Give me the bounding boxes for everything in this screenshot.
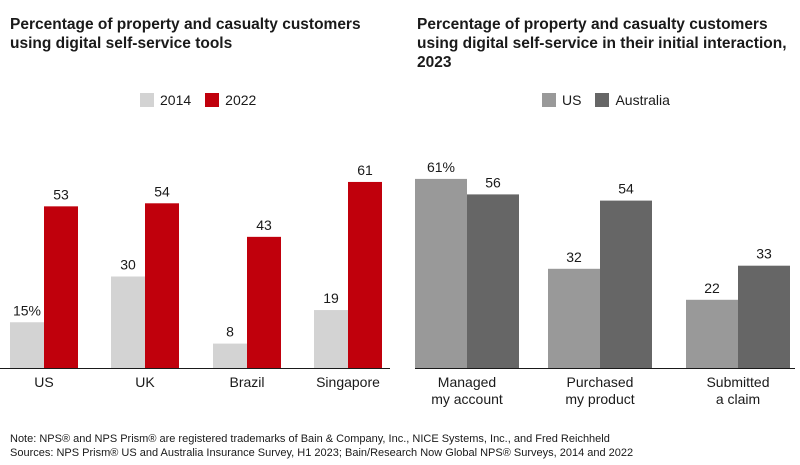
bar-value-label: 32 xyxy=(566,249,582,265)
right-chart-panel: Percentage of property and casualty cust… xyxy=(400,0,800,430)
legend-label-us: US xyxy=(562,92,582,108)
category-label: UK xyxy=(135,374,155,390)
bar-2022-0 xyxy=(44,206,78,368)
bar-2022-2 xyxy=(247,236,281,368)
legend-swatch-2022 xyxy=(205,93,220,107)
category-label: Brazil xyxy=(229,374,264,390)
legend-swatch-us xyxy=(542,93,556,107)
legend-label-2022: 2022 xyxy=(225,92,257,108)
bar-value-label: 54 xyxy=(618,181,634,197)
right-chart-title: Percentage of property and casualty cust… xyxy=(417,16,787,71)
category-label: my product xyxy=(565,391,634,407)
left-bar-chart: 15% 53 US 30 54 UK 8 43 Brazil 19 61 Singapore xyxy=(0,162,390,390)
bar-value-label: 30 xyxy=(120,257,136,273)
category-label: Managed xyxy=(438,374,496,390)
legend-swatch-2014 xyxy=(140,93,154,107)
bar-value-label: 54 xyxy=(154,183,170,199)
category-label: Singapore xyxy=(316,374,380,390)
legend-label-australia: Australia xyxy=(615,92,670,108)
bar-value-label: 19 xyxy=(323,290,339,306)
bar-value-label: 56 xyxy=(485,174,501,190)
legend-swatch-australia xyxy=(595,93,610,107)
left-chart-panel: Percentage of property and casualty cust… xyxy=(0,0,400,430)
bar-value-label: 33 xyxy=(756,246,772,262)
category-label: my account xyxy=(431,391,503,407)
footnote-sources: Sources: NPS Prism® US and Australia Ins… xyxy=(10,447,634,459)
bar-value-label: 61 xyxy=(357,162,373,178)
category-label: Purchased xyxy=(567,374,634,390)
bar-2014-3 xyxy=(314,310,348,368)
right-chart-legend: US Australia xyxy=(542,92,684,108)
bar-us-0 xyxy=(415,178,467,368)
bar-australia-0 xyxy=(467,194,519,368)
left-chart-legend: 2014 2022 xyxy=(140,92,270,108)
bar-value-label: 22 xyxy=(704,280,720,296)
bar-2014-1 xyxy=(111,276,145,368)
bar-us-2 xyxy=(686,299,738,368)
left-chart-title: Percentage of property and casualty cust… xyxy=(10,16,361,52)
bar-value-label: 15% xyxy=(13,302,41,318)
footnote-note: Note: NPS® and NPS Prism® are registered… xyxy=(10,433,610,445)
category-label: US xyxy=(34,374,53,390)
legend-item-2014: 2014 xyxy=(140,92,191,108)
bar-2022-3 xyxy=(348,181,382,368)
bar-value-label: 61% xyxy=(427,159,455,175)
legend-label-2014: 2014 xyxy=(160,92,192,108)
legend-item-us: US xyxy=(542,92,581,108)
bar-value-label: 53 xyxy=(53,186,69,202)
bar-2014-0 xyxy=(10,322,44,368)
category-label: a claim xyxy=(716,391,760,407)
bar-australia-1 xyxy=(600,200,652,368)
bar-value-label: 8 xyxy=(226,324,234,340)
bar-australia-2 xyxy=(738,265,790,368)
category-label: Submitted xyxy=(706,374,769,390)
bar-us-1 xyxy=(548,268,600,368)
legend-item-australia: Australia xyxy=(595,92,670,108)
bar-value-label: 43 xyxy=(256,217,272,233)
bar-2014-2 xyxy=(213,343,247,368)
bar-2022-1 xyxy=(145,203,179,368)
legend-item-2022: 2022 xyxy=(205,92,256,108)
